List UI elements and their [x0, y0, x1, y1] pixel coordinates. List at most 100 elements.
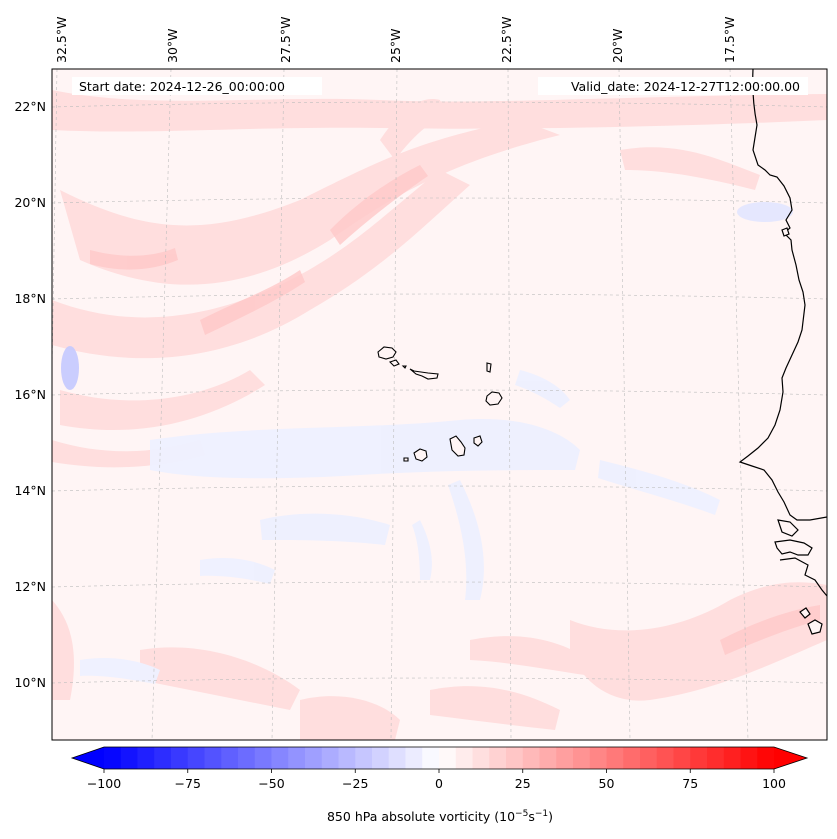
meridian-27-5w — [271, 69, 285, 740]
colorbar-tick-label: 25 — [515, 776, 531, 791]
meridian-20w — [618, 69, 631, 740]
colorbar-segment — [305, 747, 323, 769]
colorbar: −100 −75 −50 −25 0 25 50 75 100 850 hPa absolute… — [70, 746, 809, 824]
colorbar-segment — [740, 747, 758, 769]
colorbar-segment — [623, 747, 641, 769]
colorbar-segment — [489, 747, 507, 769]
colorbar-tick-label: −25 — [342, 776, 368, 791]
colorbar-label-exp1: −5 — [515, 809, 528, 819]
lat-label-10n: 10°N — [14, 675, 46, 690]
colorbar-tick-label: 50 — [599, 776, 615, 791]
lat-label-22n: 22°N — [14, 99, 46, 114]
colorbar-segment — [757, 747, 775, 769]
colorbar-tick-label: −50 — [258, 776, 284, 791]
parallel-16n — [52, 389, 827, 396]
colorbar-segments — [104, 747, 775, 769]
colorbar-tick-label: −75 — [175, 776, 201, 791]
lon-label-20w: 20°W — [610, 28, 625, 63]
colorbar-segment — [221, 747, 239, 769]
lon-label-22-5w: 22.5°W — [499, 17, 514, 63]
vorticity-negative-core-west — [61, 346, 79, 390]
meridian-17-5w — [729, 69, 749, 740]
lat-label-12n: 12°N — [14, 579, 46, 594]
parallel-20n — [52, 197, 827, 204]
colorbar-segment — [104, 747, 122, 769]
colorbar-segment — [355, 747, 373, 769]
colorbar-segment — [640, 747, 658, 769]
colorbar-segment — [573, 747, 591, 769]
colorbar-extend-max-arrow — [774, 747, 807, 769]
valid-date-label: Valid_date: 2024-12-27T12:00:00.00 — [571, 79, 800, 94]
colorbar-segment — [707, 747, 725, 769]
colorbar-segment — [238, 747, 256, 769]
valid-date-box — [538, 77, 808, 95]
parallel-14n — [52, 485, 827, 492]
island-santo-antao — [377, 346, 397, 360]
colorbar-segment — [187, 747, 205, 769]
colorbar-segment — [372, 747, 390, 769]
colorbar-segment — [656, 747, 674, 769]
lon-label-30w: 30°W — [165, 28, 180, 63]
longitude-labels: 32.5°W 30°W 27.5°W 25°W 22.5°W 20°W 17.5… — [54, 17, 737, 63]
colorbar-label: 850 hPa absolute vorticity (10−5s−1) — [327, 809, 553, 824]
colorbar-segment — [204, 747, 222, 769]
latitude-labels: 22°N 20°N 18°N 16°N 14°N 12°N 10°N — [14, 99, 46, 690]
colorbar-extend-min-arrow — [72, 747, 104, 769]
parallel-18n — [52, 293, 827, 300]
lon-label-25w: 25°W — [388, 28, 403, 63]
colorbar-segment — [673, 747, 691, 769]
island-santa-luzia — [401, 365, 407, 369]
island-maio — [473, 435, 483, 447]
island-sao-vicente — [388, 359, 400, 367]
colorbar-segment — [120, 747, 138, 769]
lon-label-17-5w: 17.5°W — [722, 17, 737, 63]
lat-label-16n: 16°N — [14, 387, 46, 402]
lat-label-14n: 14°N — [14, 483, 46, 498]
island-sao-nicolau — [409, 368, 439, 380]
colorbar-segment — [137, 747, 155, 769]
start-date-box — [72, 77, 322, 95]
colorbar-segment — [171, 747, 189, 769]
colorbar-label-close: ) — [548, 809, 553, 824]
colorbar-segment — [539, 747, 557, 769]
colorbar-tick-label: 0 — [435, 776, 443, 791]
colorbar-segment — [723, 747, 741, 769]
vorticity-positive-field — [52, 90, 827, 740]
colorbar-segment — [690, 747, 708, 769]
island-boa-vista — [485, 391, 503, 406]
lat-label-20n: 20°N — [14, 195, 46, 210]
colorbar-segment — [455, 747, 473, 769]
colorbar-segment — [388, 747, 406, 769]
island-fogo — [413, 448, 428, 462]
island-santiago — [449, 435, 466, 457]
lat-label-18n: 18°N — [14, 291, 46, 306]
colorbar-label-main: 850 hPa absolute vorticity (10 — [327, 809, 515, 824]
parallel-12n — [52, 581, 827, 588]
island-brava — [403, 457, 409, 462]
cape-verde-islands — [377, 346, 503, 462]
colorbar-tick-label: −100 — [87, 776, 121, 791]
map-panel — [52, 69, 827, 740]
colorbar-ticks: −100 −75 −50 −25 0 25 50 75 100 — [87, 769, 786, 791]
meridian-30w — [151, 69, 172, 740]
lon-label-27-5w: 27.5°W — [278, 17, 293, 63]
colorbar-tick-label: 75 — [682, 776, 698, 791]
vorticity-negative-field — [80, 370, 720, 684]
african-coastline — [738, 69, 827, 635]
vorticity-positive-cores — [90, 165, 820, 655]
colorbar-tick-label: 100 — [762, 776, 786, 791]
meridian-25w — [390, 69, 398, 740]
colorbar-segment — [271, 747, 289, 769]
parallel-10n — [52, 677, 827, 684]
start-date-label: Start date: 2024-12-26_00:00:00 — [79, 79, 285, 94]
colorbar-segment — [439, 747, 457, 769]
vorticity-negative-core-coast — [737, 202, 793, 222]
colorbar-segment — [522, 747, 540, 769]
colorbar-segment — [506, 747, 524, 769]
colorbar-segment — [321, 747, 339, 769]
parallel-22n — [52, 101, 827, 108]
colorbar-label-mid: s — [528, 809, 535, 824]
colorbar-segment — [422, 747, 440, 769]
colorbar-segment — [338, 747, 356, 769]
